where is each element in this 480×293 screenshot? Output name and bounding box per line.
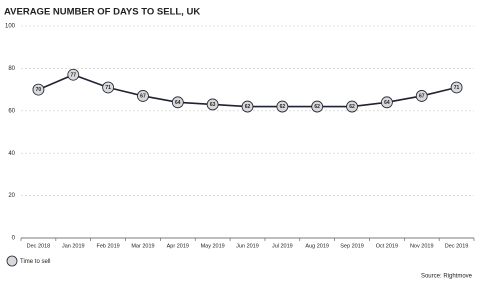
y-tick-label: 60: [8, 108, 15, 114]
x-tick-label: Aug 2019: [305, 243, 329, 249]
x-tick-label: Sep 2019: [340, 243, 364, 249]
point: [380, 96, 393, 109]
x-tick-label: Feb 2019: [96, 243, 119, 249]
data-label: 71: [454, 85, 460, 91]
x-tick-label: Apr 2019: [167, 243, 189, 249]
point: [311, 100, 324, 113]
legend-marker: [6, 255, 18, 267]
data-label: 77: [70, 72, 76, 78]
point: [67, 68, 80, 81]
source: Source: Rightmove: [421, 274, 473, 280]
data-label: 67: [140, 94, 146, 100]
point: [206, 98, 219, 111]
x-tick-label: Mar 2019: [131, 243, 154, 249]
data-label: 67: [419, 94, 425, 100]
y-tick-label: 0: [12, 236, 16, 242]
point: [346, 100, 358, 113]
x-tick-label: Jul 2019: [272, 243, 293, 249]
data-label: 63: [210, 102, 216, 108]
x-tick-label: Dec 2018: [27, 243, 51, 249]
y-tick-label: 40: [8, 151, 15, 157]
x-tick-label: Jan 2019: [62, 243, 85, 249]
x-tick-label: Nov 2019: [410, 243, 434, 249]
point: [32, 83, 45, 96]
data-label: 71: [105, 85, 111, 91]
point: [171, 96, 184, 109]
point: [137, 90, 149, 102]
point: [276, 100, 289, 113]
data-label: 64: [175, 100, 181, 106]
data-label: 62: [280, 104, 286, 110]
legend-label: Time to sell: [20, 259, 50, 265]
x-tick-label: Jun 2019: [236, 243, 259, 249]
data-label: 62: [245, 104, 251, 110]
data-label: 70: [36, 87, 42, 93]
y-tick-label: 20: [8, 193, 15, 199]
point: [415, 90, 428, 102]
x-tick-label: Oct 2019: [376, 243, 398, 249]
point: [241, 100, 254, 113]
data-label: 62: [314, 104, 320, 110]
x-tick-label: May 2019: [201, 243, 225, 249]
point: [102, 81, 115, 94]
data-label: 64: [384, 100, 390, 106]
y-tick-label: 80: [8, 66, 15, 72]
y-tick-label: 100: [5, 24, 16, 30]
data-label: 62: [349, 104, 355, 110]
point: [450, 81, 463, 94]
chart-title: AVERAGE NUMBER OF DAYS TO SELL, UK: [4, 7, 200, 18]
x-tick-label: Dec 2019: [445, 243, 469, 249]
